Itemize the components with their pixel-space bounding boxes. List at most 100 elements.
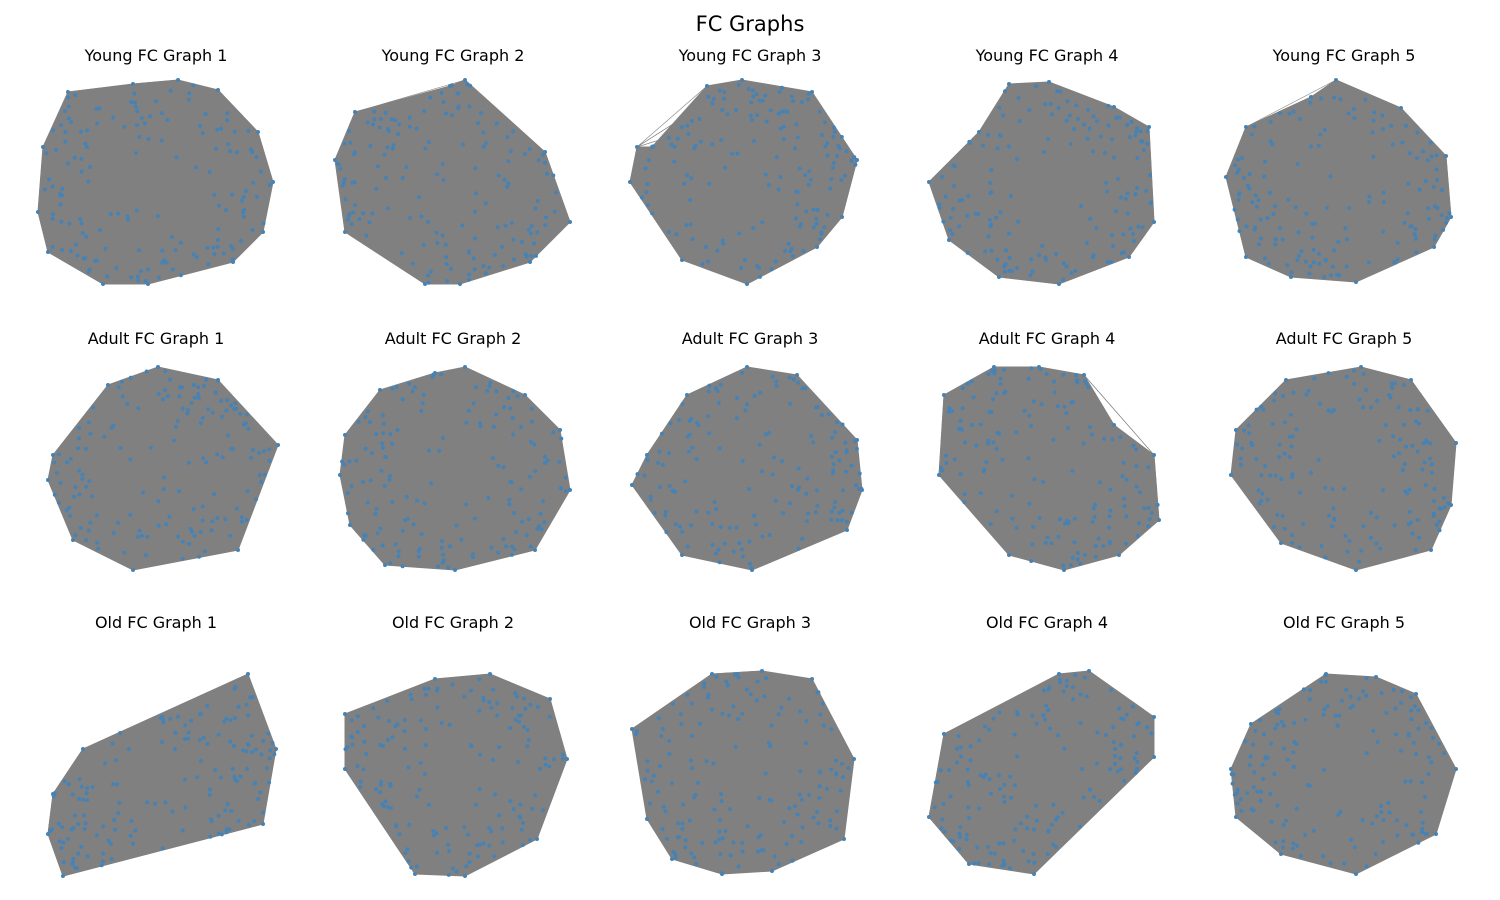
edge [67, 91, 273, 183]
node [365, 500, 370, 505]
node [180, 828, 185, 833]
node [956, 224, 961, 229]
node [162, 388, 167, 393]
node [367, 420, 372, 425]
node [1270, 421, 1275, 426]
node [1250, 742, 1255, 747]
node [1350, 704, 1355, 709]
node [718, 525, 723, 529]
node [936, 473, 941, 477]
node [369, 451, 374, 456]
node [156, 392, 161, 396]
node [980, 143, 985, 148]
node [466, 250, 471, 255]
node [1251, 808, 1255, 813]
node [1151, 453, 1156, 457]
node [94, 106, 98, 111]
node [237, 411, 242, 416]
edge [631, 728, 772, 872]
node [532, 469, 537, 474]
node [792, 804, 797, 809]
node [1238, 456, 1243, 461]
edge [631, 394, 687, 486]
node [1403, 779, 1407, 784]
node [164, 118, 169, 122]
node [1258, 498, 1263, 503]
node [115, 520, 120, 525]
node [194, 775, 199, 780]
node [417, 546, 422, 551]
node [1050, 437, 1055, 442]
edge [72, 539, 133, 571]
node [1001, 782, 1006, 787]
node [1311, 247, 1316, 252]
node [364, 233, 368, 238]
edge [706, 85, 817, 248]
edge [349, 429, 560, 526]
node [1366, 260, 1371, 265]
node [245, 129, 250, 133]
node [1236, 167, 1241, 172]
node [649, 779, 654, 784]
edge [686, 374, 797, 396]
edge [1415, 693, 1436, 835]
node [715, 389, 719, 394]
node [422, 501, 427, 506]
node [502, 177, 506, 182]
node [962, 440, 967, 445]
node [210, 410, 215, 415]
node [526, 227, 531, 232]
graph-panel: Young FC Graph 5 [1196, 46, 1493, 326]
node [1001, 841, 1005, 846]
node [1431, 184, 1436, 189]
node [1414, 156, 1419, 161]
node [1011, 838, 1016, 843]
node [800, 386, 804, 391]
edge [379, 389, 535, 551]
node [1373, 541, 1378, 546]
node [253, 497, 258, 502]
node [340, 183, 345, 188]
node [1316, 251, 1321, 256]
node [80, 472, 85, 477]
node [59, 248, 64, 252]
node [563, 489, 568, 494]
edge [928, 716, 1154, 818]
node [797, 792, 802, 797]
node [472, 236, 477, 241]
node [215, 237, 220, 242]
node [78, 156, 83, 161]
node [248, 455, 253, 460]
node [1056, 672, 1061, 676]
node [1018, 821, 1023, 826]
node [143, 553, 148, 558]
node [73, 242, 78, 247]
node [1413, 692, 1418, 696]
node [254, 155, 258, 159]
edge [232, 231, 263, 263]
node [132, 828, 137, 833]
node [999, 457, 1004, 462]
edge-mass [630, 366, 863, 571]
node [1248, 754, 1253, 759]
panel-title: Old FC Graph 1 [94, 613, 218, 632]
edge [771, 838, 844, 872]
node [1244, 791, 1249, 796]
node [1075, 117, 1080, 121]
node [1107, 514, 1111, 519]
node [1138, 139, 1143, 144]
node [422, 686, 427, 691]
edge [147, 231, 263, 285]
edge [1250, 676, 1376, 725]
edge [938, 394, 944, 476]
node [1432, 487, 1437, 491]
node [1438, 506, 1443, 511]
edge [1280, 542, 1356, 571]
node [1090, 149, 1095, 154]
node [1260, 407, 1265, 412]
node [431, 833, 436, 838]
edge [47, 91, 68, 253]
edge [549, 698, 567, 760]
node [500, 465, 505, 470]
edge-lines [344, 673, 567, 877]
